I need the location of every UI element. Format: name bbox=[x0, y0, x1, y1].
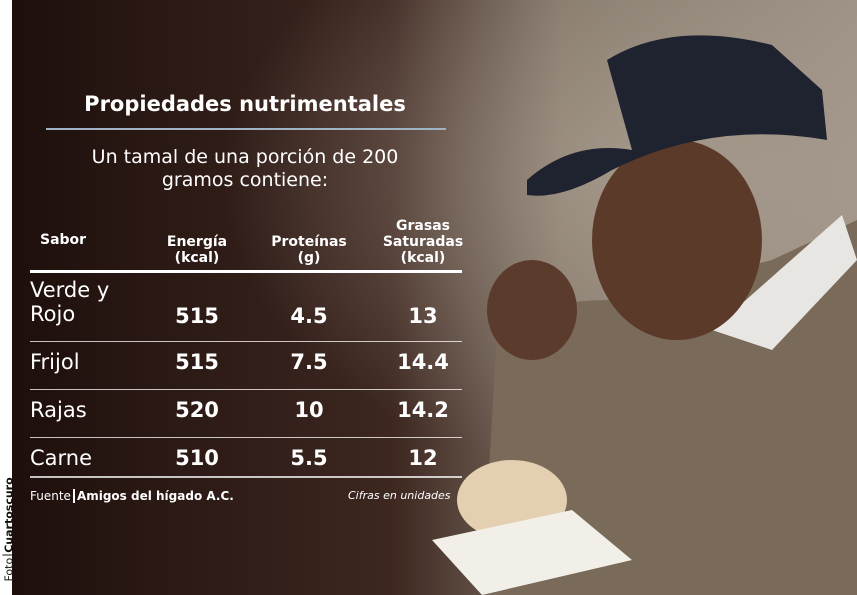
credit-name: Cuartoscuro bbox=[3, 477, 16, 555]
credit-label: Foto bbox=[3, 558, 16, 582]
row-label: Frijol bbox=[30, 350, 130, 374]
row-rule bbox=[30, 389, 462, 390]
cell-value: 4.5 bbox=[264, 304, 354, 328]
rule bbox=[46, 128, 446, 130]
column-header: Energía (kcal) bbox=[157, 234, 237, 266]
cell-value: 520 bbox=[152, 398, 242, 422]
source: Fuente Amigos del hígado A.C. bbox=[30, 489, 234, 503]
cell-value: 13 bbox=[378, 304, 468, 328]
cell-value: 510 bbox=[152, 446, 242, 470]
page: Propiedades nutrimentales Un tamal de un… bbox=[0, 0, 857, 595]
cell-value: 515 bbox=[152, 304, 242, 328]
cell-value: 515 bbox=[152, 350, 242, 374]
cell-value: 5.5 bbox=[264, 446, 354, 470]
column-header: Sabor bbox=[40, 232, 100, 248]
row-rule bbox=[30, 341, 462, 342]
subtitle: Un tamal de una porción de 200 gramos co… bbox=[80, 146, 410, 192]
row-label: Verde y Rojo bbox=[30, 278, 130, 326]
cell-value: 10 bbox=[264, 398, 354, 422]
source-name: Amigos del hígado A.C. bbox=[73, 489, 234, 503]
row-label: Rajas bbox=[30, 398, 130, 422]
cell-value: 7.5 bbox=[264, 350, 354, 374]
row-rule bbox=[30, 437, 462, 438]
cell-value: 14.2 bbox=[378, 398, 468, 422]
cell-value: 14.4 bbox=[378, 350, 468, 374]
title: Propiedades nutrimentales bbox=[40, 92, 450, 116]
note: Cifras en unidades bbox=[348, 489, 451, 502]
column-header: Grasas Saturadas (kcal) bbox=[378, 218, 468, 266]
source-label: Fuente bbox=[30, 489, 71, 503]
header-rule bbox=[30, 270, 462, 273]
column-header: Proteínas (g) bbox=[264, 234, 354, 266]
row-label: Carne bbox=[30, 446, 130, 470]
photo bbox=[12, 0, 857, 595]
row-rule bbox=[30, 476, 462, 478]
photo-credit: Foto Cuartoscuro bbox=[3, 492, 16, 582]
cell-value: 12 bbox=[378, 446, 468, 470]
